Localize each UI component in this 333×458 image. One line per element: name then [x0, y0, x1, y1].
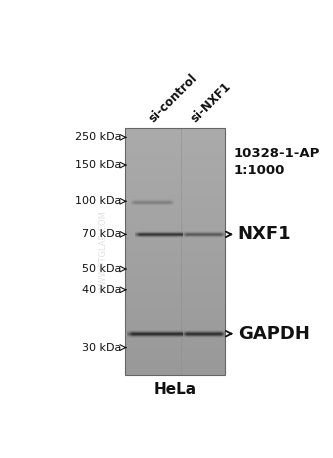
Text: 70 kDa: 70 kDa [82, 229, 122, 240]
Text: WWW.PTGLAB.COM: WWW.PTGLAB.COM [99, 210, 108, 292]
Text: 150 kDa: 150 kDa [75, 160, 122, 170]
Text: si-control: si-control [146, 71, 200, 125]
Text: GAPDH: GAPDH [238, 325, 310, 343]
Bar [125, 128, 225, 375]
Text: 250 kDa: 250 kDa [75, 132, 122, 142]
Text: si-NXF1: si-NXF1 [188, 80, 233, 125]
Text: 40 kDa: 40 kDa [82, 285, 122, 295]
Text: 100 kDa: 100 kDa [75, 196, 122, 206]
Text: HeLa: HeLa [154, 382, 197, 398]
Text: 30 kDa: 30 kDa [82, 343, 122, 353]
Text: NXF1: NXF1 [238, 225, 291, 243]
Text: 10328-1-AP
1:1000: 10328-1-AP 1:1000 [234, 147, 320, 177]
Text: 50 kDa: 50 kDa [82, 264, 122, 274]
